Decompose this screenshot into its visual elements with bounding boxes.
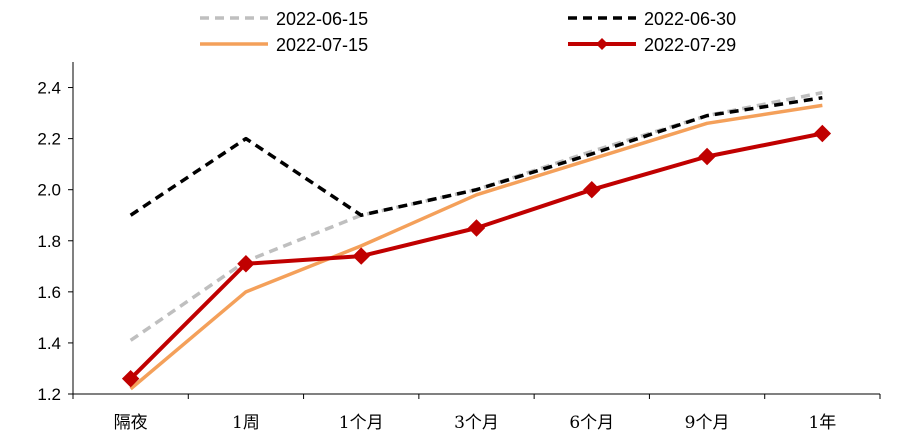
legend-label: 2022-06-15 bbox=[276, 9, 368, 29]
legend-entry: 2022-07-15 bbox=[200, 35, 368, 55]
y-tick-label: 2.2 bbox=[37, 130, 61, 149]
data-point-marker bbox=[352, 247, 370, 265]
x-tick-label: 6个月 bbox=[569, 413, 614, 433]
legend-entry: 2022-06-15 bbox=[200, 9, 368, 29]
series-2022-07-15 bbox=[129, 103, 823, 391]
y-tick-label: 2.0 bbox=[37, 181, 61, 200]
x-tick-label: 1周 bbox=[232, 413, 260, 433]
data-point-marker bbox=[237, 255, 255, 273]
legend-entry: 2022-06-30 bbox=[568, 9, 736, 29]
axes: 1.2 1.4 1.6 1.8 2.0 2.2 2.4 隔夜 1周 1个月 3个月 6个月 9个月 1年 bbox=[37, 62, 881, 433]
x-tick-label: 1年 bbox=[808, 413, 836, 433]
legend: 2022-06-15 2022-06-30 2022-07-15 2022-07-29 bbox=[200, 9, 736, 55]
legend-entry: 2022-07-29 bbox=[568, 35, 736, 55]
series-line bbox=[129, 131, 823, 381]
legend-label: 2022-07-29 bbox=[644, 35, 736, 55]
legend-label: 2022-06-30 bbox=[644, 9, 736, 29]
data-point-marker bbox=[467, 219, 486, 237]
series-line bbox=[129, 103, 823, 391]
y-tick-label: 1.6 bbox=[37, 283, 61, 302]
y-tick-label: 1.2 bbox=[37, 385, 61, 404]
y-tick-label: 2.4 bbox=[37, 79, 61, 98]
series-layer bbox=[121, 90, 832, 391]
legend-marker bbox=[596, 38, 608, 50]
series-2022-07-29 bbox=[121, 124, 832, 388]
x-tick-label: 隔夜 bbox=[114, 413, 148, 433]
x-tick-label: 9个月 bbox=[685, 413, 730, 433]
x-tick-label: 3个月 bbox=[454, 413, 499, 433]
y-tick-label: 1.8 bbox=[37, 232, 61, 251]
series-line bbox=[129, 96, 823, 217]
x-tick-label: 1个月 bbox=[339, 413, 384, 433]
data-point-marker bbox=[583, 180, 601, 199]
legend-label: 2022-07-15 bbox=[276, 35, 368, 55]
data-point-marker bbox=[813, 124, 832, 143]
series-2022-06-30 bbox=[129, 96, 823, 217]
data-point-marker bbox=[698, 147, 716, 166]
data-point-marker bbox=[121, 369, 140, 388]
y-tick-label: 1.4 bbox=[37, 334, 61, 353]
